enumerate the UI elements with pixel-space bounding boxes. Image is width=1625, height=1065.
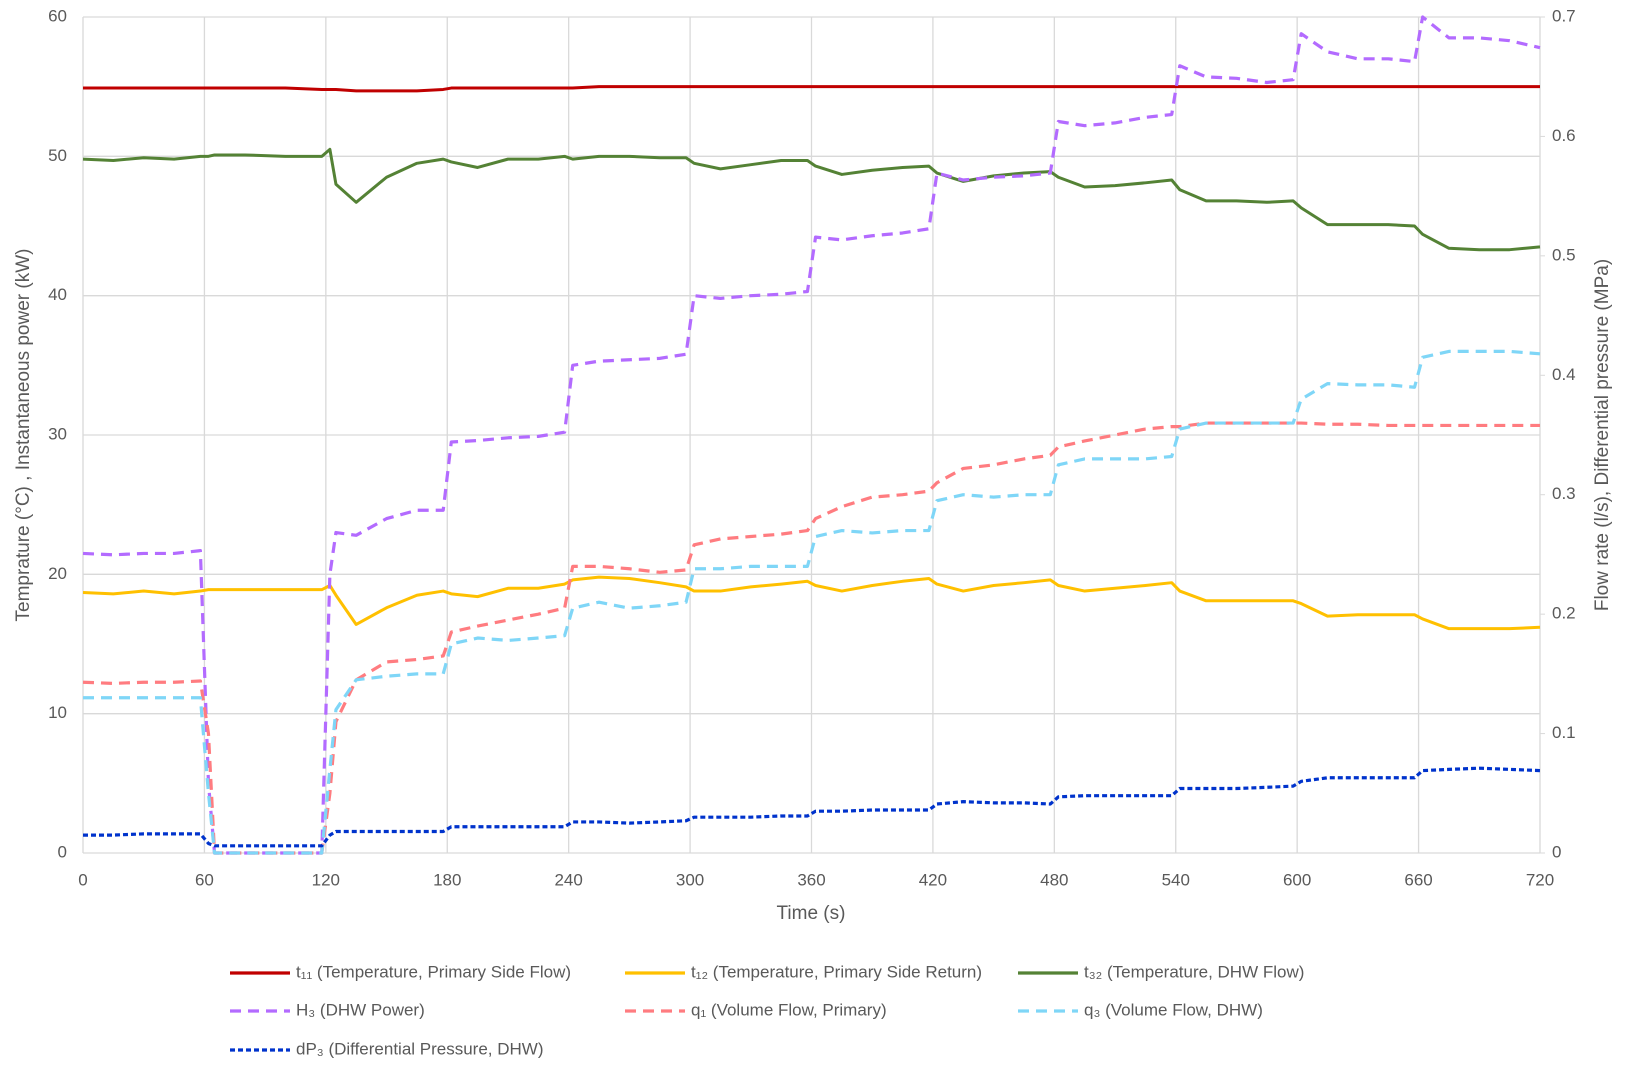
series-line	[83, 349, 1541, 855]
y-tick-label: 40	[48, 285, 67, 304]
y2-tick-label: 0.4	[1552, 365, 1576, 384]
y2-tick-label: 0.1	[1552, 723, 1576, 742]
y2-tick-label: 0	[1552, 842, 1561, 861]
x-tick-label: 540	[1162, 870, 1190, 889]
legend-label: dP₃ (Differential Pressure, DHW)	[296, 1039, 544, 1058]
y-tick-label: 0	[58, 842, 67, 861]
y-axis-title: Temprature (°C) , Instantaneous power (k…	[13, 249, 34, 622]
y-tick-label: 50	[48, 146, 67, 165]
x-tick-label: 360	[797, 870, 825, 889]
y-tick-label: 10	[48, 703, 67, 722]
x-tick-label: 0	[78, 870, 87, 889]
x-tick-label: 720	[1526, 870, 1554, 889]
x-tick-label: 660	[1404, 870, 1432, 889]
legend-label: q₃ (Volume Flow, DHW)	[1084, 1000, 1263, 1019]
x-tick-label: 420	[919, 870, 947, 889]
x-tick-label: 240	[554, 870, 582, 889]
y-tick-label: 60	[48, 6, 67, 25]
x-tick-label: 480	[1040, 870, 1068, 889]
y2-tick-label: 0.2	[1552, 604, 1576, 623]
x-tick-label: 180	[433, 870, 461, 889]
x-tick-label: 60	[195, 870, 214, 889]
legend-label: t₁₂ (Temperature, Primary Side Return)	[691, 962, 982, 981]
y2-axis-title: Flow rate (l/s), Differential pressure (…	[1592, 259, 1613, 611]
x-tick-label: 300	[676, 870, 704, 889]
y-tick-label: 30	[48, 424, 67, 443]
legend-label: H₃ (DHW Power)	[296, 1000, 425, 1019]
x-tick-label: 120	[312, 870, 340, 889]
x-axis-title: Time (s)	[777, 903, 846, 924]
x-tick-label: 600	[1283, 870, 1311, 889]
series-line	[83, 85, 1540, 93]
y-tick-label: 20	[48, 564, 67, 583]
series-line	[82, 15, 1541, 855]
y2-tick-label: 0.7	[1552, 6, 1576, 25]
y2-tick-label: 0.3	[1552, 484, 1576, 503]
legend-label: q₁ (Volume Flow, Primary)	[691, 1000, 887, 1019]
series-line	[83, 766, 1541, 848]
legend-label: t₁₁ (Temperature, Primary Side Flow)	[296, 962, 571, 981]
y2-tick-label: 0.6	[1552, 126, 1576, 145]
series-line	[82, 421, 1540, 855]
legend-label: t₃₂ (Temperature, DHW Flow)	[1084, 962, 1304, 981]
series-line	[82, 147, 1541, 252]
y2-tick-label: 0.5	[1552, 245, 1576, 264]
